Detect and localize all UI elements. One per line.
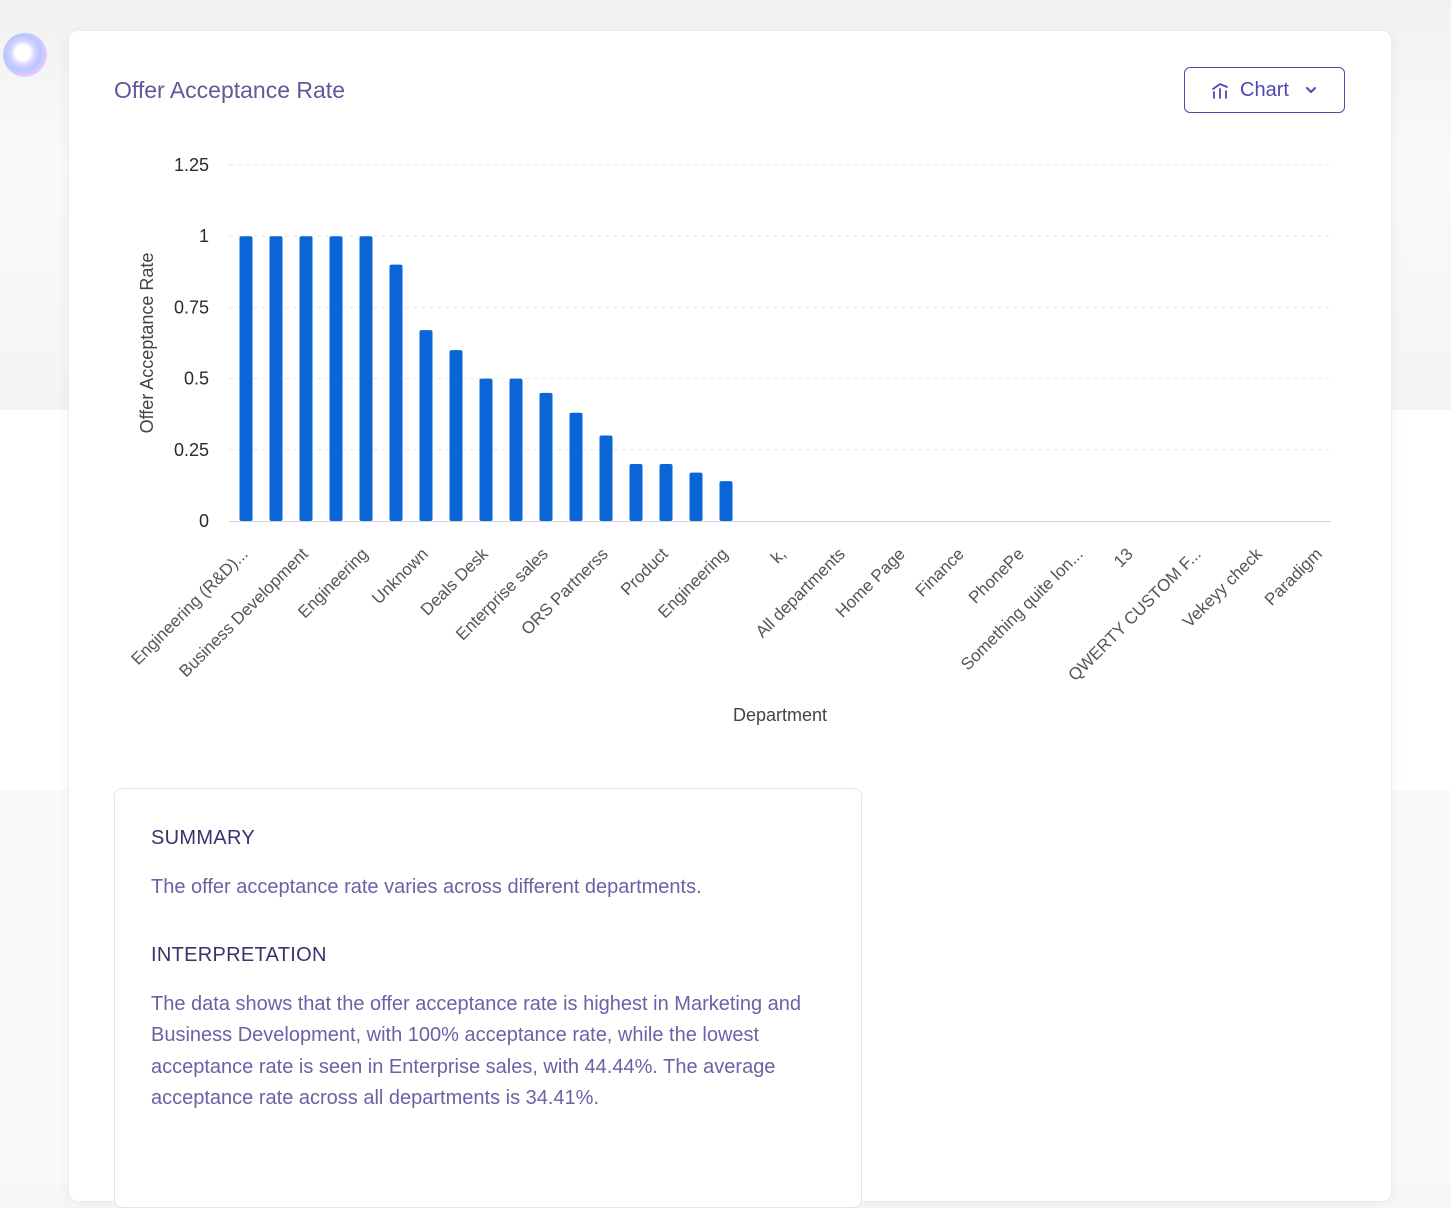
bar bbox=[329, 236, 343, 521]
bar bbox=[449, 350, 463, 521]
y-axis-title: Offer Acceptance Rate bbox=[137, 253, 157, 434]
y-tick-label: 1.25 bbox=[174, 155, 209, 175]
x-tick-label: Unknown bbox=[368, 544, 432, 608]
assistant-orb-icon[interactable] bbox=[3, 33, 47, 77]
bar bbox=[629, 464, 643, 521]
x-tick-label: Finance bbox=[912, 544, 968, 600]
bar bbox=[269, 236, 283, 521]
bar bbox=[479, 378, 493, 521]
bar bbox=[509, 378, 523, 521]
x-tick-label: All departments bbox=[752, 544, 849, 641]
bar bbox=[689, 472, 703, 521]
bar bbox=[719, 481, 733, 521]
x-tick-label: Paradigm bbox=[1261, 544, 1326, 609]
bar bbox=[569, 412, 583, 521]
x-tick-label: k, bbox=[767, 544, 790, 567]
x-axis-title: Department bbox=[733, 705, 827, 725]
bar-chart-icon bbox=[1210, 80, 1230, 100]
bar bbox=[539, 392, 553, 521]
chart-view-label: Chart bbox=[1240, 78, 1289, 101]
y-tick-label: 0.75 bbox=[174, 297, 209, 317]
interpretation-text: The data shows that the offer acceptance… bbox=[151, 992, 802, 1110]
card-title: Offer Acceptance Rate bbox=[114, 77, 345, 103]
bar bbox=[359, 236, 373, 521]
chart-view-dropdown[interactable]: Chart bbox=[1184, 67, 1345, 113]
y-tick-label: 0.25 bbox=[174, 440, 209, 460]
bar bbox=[419, 330, 433, 521]
bar bbox=[239, 236, 253, 521]
summary-heading: SUMMARY bbox=[151, 827, 255, 849]
bar bbox=[599, 435, 613, 521]
chart-card: Offer Acceptance Rate Chart 0 0.25 0.5 0.75… bbox=[68, 30, 1392, 1208]
chevron-down-icon bbox=[1303, 82, 1319, 98]
summary-card: SUMMARY The offer acceptance rate varies… bbox=[114, 788, 862, 1208]
bar bbox=[299, 236, 313, 521]
x-tick-label: Product bbox=[617, 544, 672, 599]
y-tick-label: 0 bbox=[199, 511, 209, 531]
interpretation-heading: INTERPRETATION bbox=[151, 943, 327, 966]
y-tick-label: 0.5 bbox=[184, 369, 209, 389]
x-tick-label: Something quite lon... bbox=[957, 544, 1087, 674]
summary-text: The offer acceptance rate varies across … bbox=[151, 876, 702, 898]
x-tick-label: Engineering (R&D)... bbox=[127, 544, 251, 668]
y-tick-label: 1 bbox=[199, 226, 209, 246]
x-tick-label: 13 bbox=[1110, 544, 1137, 571]
bar bbox=[389, 264, 403, 521]
bar bbox=[659, 464, 673, 521]
x-tick-label: PhonePe bbox=[965, 544, 1028, 607]
